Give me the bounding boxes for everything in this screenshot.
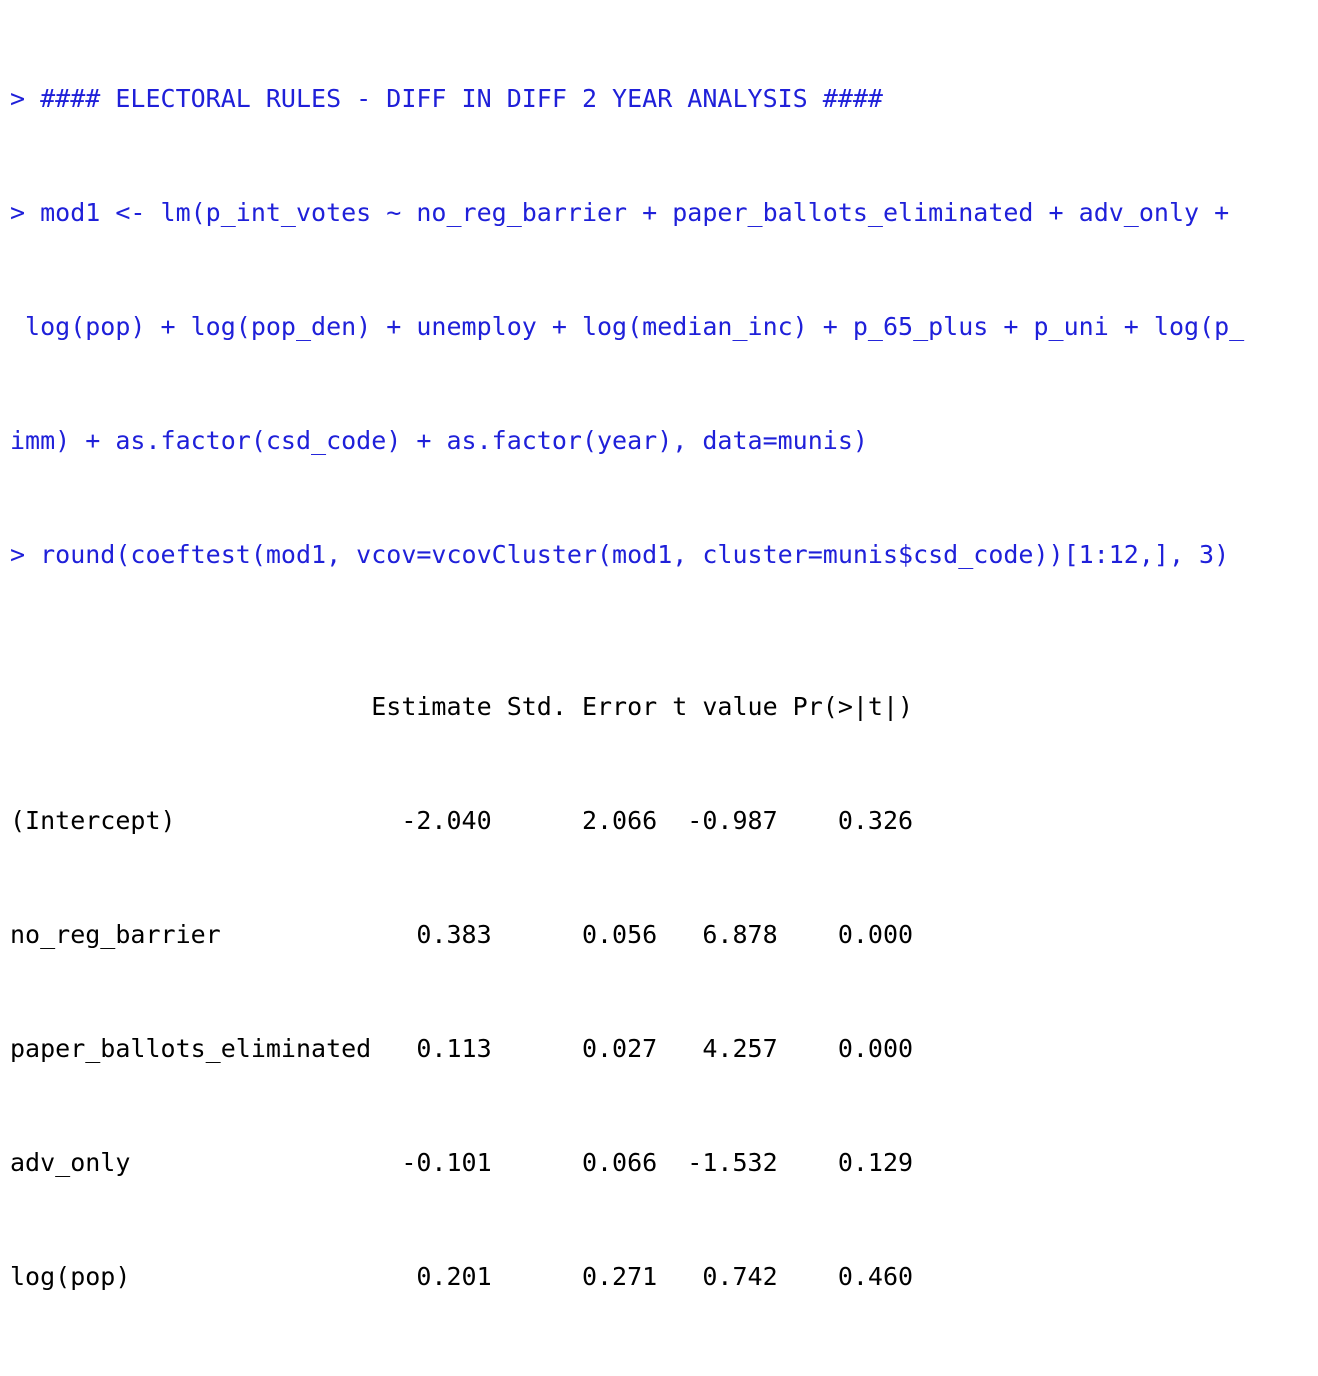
output-table-row: adv_only -0.101 0.066 -1.532 0.129 <box>10 1148 914 1177</box>
output-table-row: (Intercept) -2.040 2.066 -0.987 0.326 <box>10 806 914 835</box>
r-console-output[interactable]: > #### ELECTORAL RULES - DIFF IN DIFF 2 … <box>10 4 1310 1291</box>
command-line-coeftest: > round(coeftest(mod1, vcov=vcovCluster(… <box>10 540 1230 569</box>
command-line-model-continued: imm) + as.factor(csd_code) + as.factor(y… <box>10 426 868 455</box>
output-table-header: Estimate Std. Error t value Pr(>|t|) <box>10 692 914 721</box>
output-table-row: log(pop) 0.201 0.271 0.742 0.460 <box>10 1262 914 1291</box>
output-table-row: log(pop_den) -0.066 0.269 -0.246 0.807 <box>10 1372 1310 1376</box>
output-table-row: no_reg_barrier 0.383 0.056 6.878 0.000 <box>10 920 914 949</box>
output-table-row: paper_ballots_eliminated 0.113 0.027 4.2… <box>10 1034 914 1063</box>
command-line-model: > mod1 <- lm(p_int_votes ~ no_reg_barrie… <box>10 198 1230 227</box>
command-line-comment: > #### ELECTORAL RULES - DIFF IN DIFF 2 … <box>10 84 883 113</box>
command-line-model-continued: log(pop) + log(pop_den) + unemploy + log… <box>10 312 1245 341</box>
